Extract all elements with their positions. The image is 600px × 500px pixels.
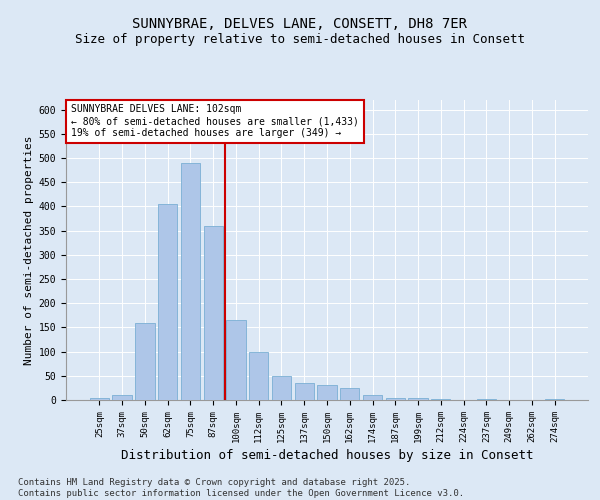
- Bar: [249, 352, 268, 400]
- Text: SUNNYBRAE DELVES LANE: 102sqm
← 80% of semi-detached houses are smaller (1,433)
: SUNNYBRAE DELVES LANE: 102sqm ← 80% of s…: [71, 104, 359, 138]
- Bar: [409, 398, 428, 400]
- Bar: [545, 399, 564, 400]
- Bar: [317, 386, 337, 400]
- Bar: [340, 388, 359, 400]
- Bar: [295, 383, 314, 400]
- Bar: [431, 399, 451, 400]
- Bar: [112, 395, 132, 400]
- Bar: [158, 204, 178, 400]
- Text: Contains HM Land Registry data © Crown copyright and database right 2025.
Contai: Contains HM Land Registry data © Crown c…: [18, 478, 464, 498]
- Bar: [476, 399, 496, 400]
- Bar: [181, 163, 200, 400]
- Bar: [226, 320, 245, 400]
- Bar: [203, 226, 223, 400]
- Bar: [363, 395, 382, 400]
- Text: Size of property relative to semi-detached houses in Consett: Size of property relative to semi-detach…: [75, 32, 525, 46]
- Y-axis label: Number of semi-detached properties: Number of semi-detached properties: [25, 135, 34, 365]
- Text: SUNNYBRAE, DELVES LANE, CONSETT, DH8 7ER: SUNNYBRAE, DELVES LANE, CONSETT, DH8 7ER: [133, 18, 467, 32]
- Bar: [386, 398, 405, 400]
- Bar: [272, 376, 291, 400]
- X-axis label: Distribution of semi-detached houses by size in Consett: Distribution of semi-detached houses by …: [121, 449, 533, 462]
- Bar: [90, 398, 109, 400]
- Bar: [135, 322, 155, 400]
